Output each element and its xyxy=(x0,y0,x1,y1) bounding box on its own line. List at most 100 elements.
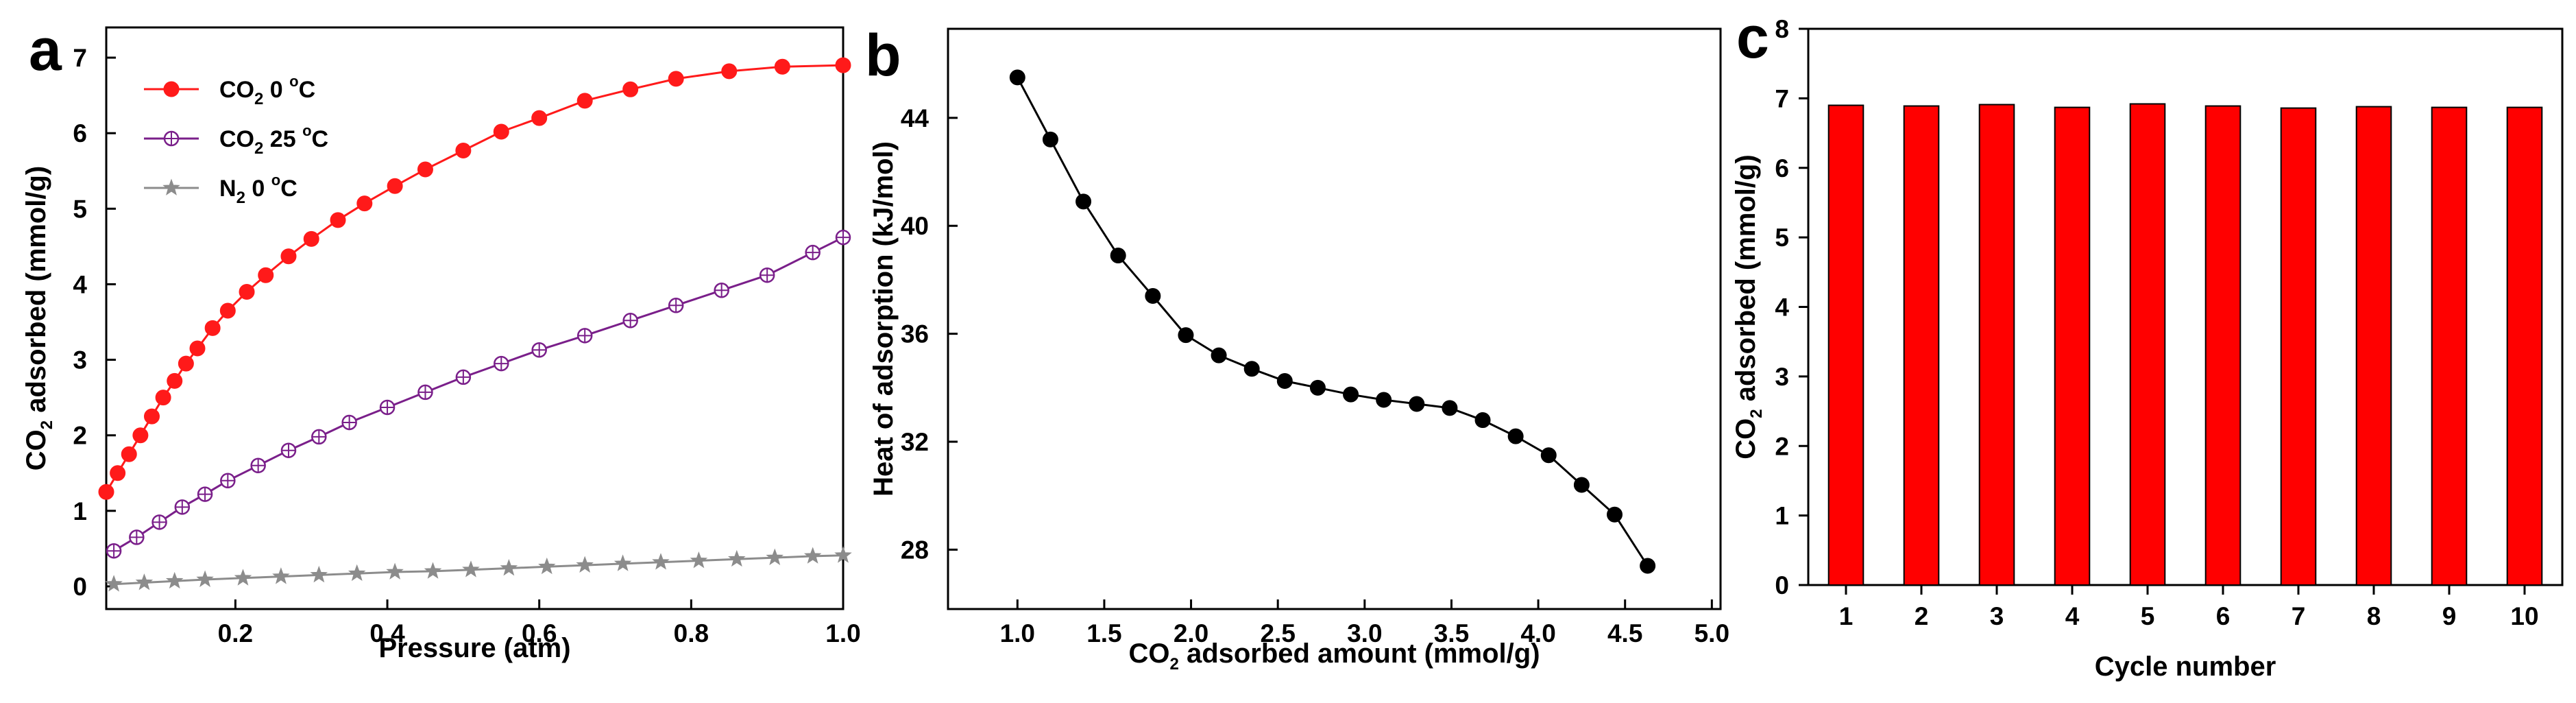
data-point-a-1 xyxy=(455,369,472,385)
data-point-a-2 xyxy=(165,571,184,589)
x-tick-label-a: 1.0 xyxy=(825,619,860,647)
data-point-a-2 xyxy=(500,559,518,576)
data-point-a-1 xyxy=(280,442,297,458)
data-point-a-1 xyxy=(714,283,729,298)
bar xyxy=(2355,106,2392,586)
data-point-a-0 xyxy=(417,161,433,178)
x-tick-label-b: 2.5 xyxy=(1260,619,1295,647)
data-point-a-1 xyxy=(805,244,821,261)
x-tick-label-c: 6 xyxy=(2216,602,2231,630)
panel-b-letter: b xyxy=(865,23,901,88)
legend-marker-a-0 xyxy=(163,81,180,97)
data-point-a-2 xyxy=(690,551,708,569)
data-point-a-0 xyxy=(132,427,149,444)
data-point-a-0 xyxy=(219,302,236,319)
y-tick-label-c: 1 xyxy=(1775,502,1789,530)
data-point-a-1 xyxy=(379,399,396,416)
y-tick-label-a: 2 xyxy=(73,422,87,450)
data-point-b xyxy=(1076,193,1092,210)
data-point-b xyxy=(1607,506,1623,523)
legend-marker-a-1 xyxy=(163,130,180,147)
data-point-a-2 xyxy=(272,567,290,584)
data-point-a-1 xyxy=(835,229,851,246)
x-axis-title-c: Cycle number xyxy=(2095,652,2276,682)
data-point-a-0 xyxy=(493,123,509,140)
y-tick-label-a: 0 xyxy=(73,573,87,601)
data-point-a-1 xyxy=(341,414,357,431)
x-tick-label-c: 8 xyxy=(2367,602,2381,630)
data-point-a-0 xyxy=(531,110,548,126)
bar xyxy=(2054,106,2091,586)
y-tick-label-a: 4 xyxy=(73,270,87,298)
y-tick-label-b: 28 xyxy=(901,536,929,564)
y-tick-label-a: 1 xyxy=(73,497,87,525)
data-point-a-1 xyxy=(174,499,191,515)
y-tick-label-a: 3 xyxy=(73,346,87,374)
data-point-a-0 xyxy=(835,57,851,73)
y-axis-title-b: Heat of adsorption (kJ/mol) xyxy=(868,141,899,497)
data-point-b xyxy=(1409,396,1425,412)
y-tick-label-b: 32 xyxy=(901,428,929,456)
data-point-a-2 xyxy=(105,575,123,592)
data-point-a-2 xyxy=(310,565,328,583)
data-point-a-2 xyxy=(348,564,366,582)
y-tick-label-b: 36 xyxy=(901,320,929,348)
data-point-a-2 xyxy=(803,547,822,564)
data-point-b xyxy=(1042,131,1058,147)
bar xyxy=(2204,105,2241,586)
data-point-b xyxy=(1309,379,1326,396)
y-tick-label-c: 5 xyxy=(1775,224,1789,252)
data-point-a-0 xyxy=(668,71,684,87)
data-point-a-0 xyxy=(167,372,183,389)
data-point-a-1 xyxy=(576,328,593,344)
x-tick-label-c: 3 xyxy=(1990,602,2004,630)
data-point-b xyxy=(1276,373,1293,390)
data-point-b xyxy=(1211,347,1227,364)
x-tick-label-b: 4.0 xyxy=(1520,619,1555,647)
data-point-a-0 xyxy=(204,320,221,336)
y-tick-label-c: 8 xyxy=(1775,15,1789,43)
data-point-b xyxy=(1009,69,1025,86)
data-point-a-1 xyxy=(622,313,638,329)
x-axis-title-a: Pressure (atm) xyxy=(378,633,570,663)
y-tick-label-c: 7 xyxy=(1775,84,1789,112)
y-tick-label-a: 5 xyxy=(73,195,87,223)
bar xyxy=(2129,103,2166,586)
bar xyxy=(2280,107,2317,586)
chart-a: 0.2 0.4 0.6 0.8 1.0 0 1 2 3 4 5 6 7 Pressure (atm) CO2… xyxy=(21,26,861,663)
data-point-a-0 xyxy=(110,465,126,481)
data-point-a-2 xyxy=(386,562,404,580)
data-point-a-0 xyxy=(356,195,373,212)
series-line-b xyxy=(1016,77,1649,567)
bar xyxy=(2506,106,2543,586)
data-point-b xyxy=(1640,558,1656,574)
data-point-a-1 xyxy=(197,486,213,502)
legend-marker-a-2 xyxy=(162,178,180,195)
data-point-a-0 xyxy=(387,178,403,194)
data-point-a-1 xyxy=(668,298,684,313)
data-point-b xyxy=(1110,248,1126,264)
data-point-b xyxy=(1243,361,1260,377)
data-point-a-1 xyxy=(311,429,327,445)
data-point-a-0 xyxy=(239,283,255,300)
data-point-a-0 xyxy=(121,446,137,462)
y-tick-label-c: 2 xyxy=(1775,432,1789,460)
data-point-a-0 xyxy=(155,390,171,406)
data-point-a-2 xyxy=(462,560,480,577)
legend-label-a-1: CO2 25 oC xyxy=(219,122,328,158)
chart-b: 1.0 1.5 2.0 2.5 3.0 3.5 4.0 4.5 5.0 28 32 36 40 44 CO2… xyxy=(868,27,1729,674)
series-line-a-1 xyxy=(113,236,844,552)
legend-label-a-2: N2 0 oC xyxy=(219,171,297,207)
data-point-b xyxy=(1376,392,1392,408)
chart-c: 0 1 2 3 4 5 6 7 8 1 2 3 4 5 6 7 8 9 10 Cycle number CO2 adso… xyxy=(1731,15,2564,682)
bar xyxy=(1978,104,2015,586)
y-tick-label-b: 40 xyxy=(901,212,929,240)
data-point-a-0 xyxy=(143,408,160,425)
data-point-b xyxy=(1540,447,1557,464)
x-tick-label-c: 4 xyxy=(2065,602,2080,630)
y-axis-title-a: CO2 adsorbed (mmol/g) xyxy=(21,166,56,471)
data-point-a-0 xyxy=(576,93,593,109)
x-tick-label-a: 0.6 xyxy=(522,619,557,647)
data-point-b xyxy=(1442,400,1458,416)
